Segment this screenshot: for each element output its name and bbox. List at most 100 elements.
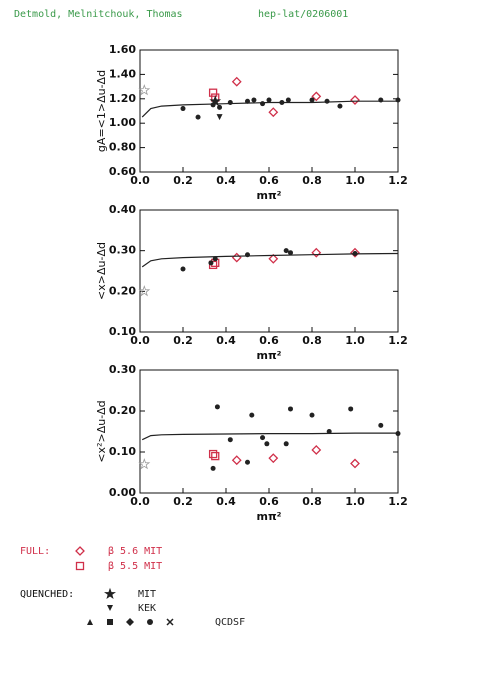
marker [378,422,384,428]
y-tick-label: 0.60 [109,165,136,178]
marker [283,248,289,254]
marker [249,412,255,418]
plot-frame [139,49,399,173]
legend-symbol [87,619,93,625]
marker [208,449,218,459]
y-tick-label: 0.30 [109,363,136,376]
y-tick-label: 0.30 [109,244,136,257]
x-axis-label: mπ² [257,189,282,202]
y-tick-label: 0.40 [109,203,136,216]
marker [311,445,322,455]
x-tick-label: 0.2 [173,495,193,508]
plot-frame [139,369,399,494]
fit-curve [141,432,398,441]
marker [260,101,266,107]
marker [268,453,279,464]
marker [309,412,315,418]
marker [216,114,223,121]
x-tick-label: 0.2 [173,334,193,347]
legend-symbol [107,619,113,625]
x-tick-label: 0.4 [216,495,236,508]
marker [350,458,360,469]
quenched-label: QUENCHED: [20,589,74,600]
y-axis-label: <x²>Δu-Δd [95,400,108,462]
y-tick-label: 1.20 [109,92,136,105]
marker [211,451,220,461]
fit-curve [141,100,398,118]
y-tick-label: 1.00 [109,116,136,129]
x-axis-label: mπ² [257,349,282,362]
y-tick-label: 0.10 [109,445,136,458]
marker [251,97,257,103]
legend-symbol [107,605,113,611]
legend-symbol [104,587,116,599]
legend-symbol [147,619,153,625]
marker [350,95,360,105]
legend-symbol [75,546,85,556]
x-tick-label: 1.2 [388,174,408,187]
x-tick-label: 1.0 [345,495,365,508]
marker [138,285,151,297]
legend-symbol [75,561,85,571]
marker [266,97,272,103]
marker [195,114,201,120]
y-axis-label: <x>Δu-Δd [95,242,108,300]
marker [285,97,291,103]
x-tick-label: 0.0 [130,174,150,187]
marker [348,406,354,412]
x-axis-label: mπ² [257,510,282,523]
x-tick-label: 0.0 [130,495,150,508]
x-tick-label: 1.0 [345,174,365,187]
marker [326,429,332,434]
marker [212,256,218,262]
x-tick-label: 0.6 [259,334,279,347]
y-tick-label: 0.20 [109,404,136,417]
marker [311,91,322,102]
fit-curve [141,252,399,268]
marker [260,435,266,441]
legend-label: β 5.5 MIT [108,561,162,572]
legend-label: QCDSF [215,617,245,628]
y-tick-label: 0.80 [109,141,136,154]
x-tick-label: 0.0 [130,334,150,347]
marker [245,459,250,465]
marker [180,106,186,112]
marker [231,455,242,466]
x-tick-label: 0.4 [216,334,236,347]
marker [180,266,186,272]
marker [309,97,315,103]
marker [288,406,293,412]
legend-label: β 5.6 MIT [108,546,162,557]
marker [231,76,242,87]
marker [288,250,293,256]
y-tick-label: 0.00 [109,486,136,499]
marker [231,252,242,263]
authors: Detmold, Melnitchouk, Thomas [14,9,183,20]
y-tick-label: 1.60 [109,43,136,56]
marker [268,107,279,118]
marker [138,458,151,470]
marker [311,247,322,258]
x-tick-label: 1.2 [388,495,408,508]
y-tick-label: 0.10 [109,325,136,338]
legend-label: MIT [138,589,156,600]
x-tick-label: 0.8 [302,495,322,508]
marker [264,441,270,447]
x-tick-label: 0.2 [173,174,193,187]
plot-frame [139,209,399,333]
x-tick-label: 0.8 [302,334,322,347]
marker [209,94,222,107]
marker [217,104,223,110]
full-label: FULL: [20,546,50,557]
x-tick-label: 1.2 [388,334,408,347]
marker [214,404,220,410]
x-tick-label: 1.0 [345,334,365,347]
legend-symbol [166,618,174,626]
x-tick-label: 0.6 [259,174,279,187]
x-tick-label: 0.6 [259,495,279,508]
marker [210,102,216,108]
legend-label: KEK [138,603,156,614]
marker [268,253,279,264]
marker [283,441,289,447]
